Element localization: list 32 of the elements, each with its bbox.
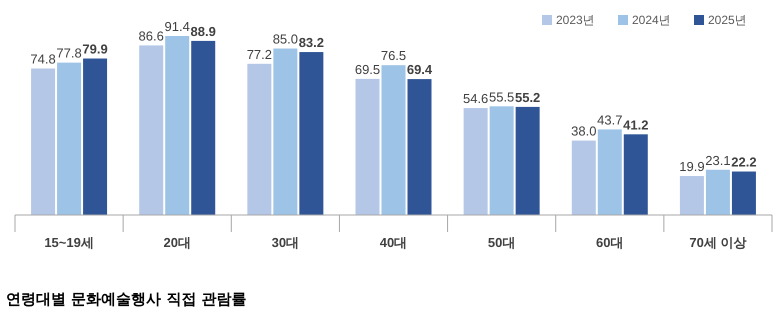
data-label: 85.0 xyxy=(272,32,298,47)
text: 연령대별 문화예술행사 직접 관람률 xyxy=(6,290,247,308)
data-label: 91.4 xyxy=(164,19,190,34)
data-label: 86.6 xyxy=(138,28,164,44)
data-label: 23.1 xyxy=(705,152,731,168)
x-tick-label: 15~19세 xyxy=(44,235,94,250)
x-tick-label: 70세 이상 xyxy=(689,235,746,250)
data-label: 83.2 xyxy=(298,35,324,50)
data-label: 88.9 xyxy=(190,24,216,39)
data-label: 22.2 xyxy=(731,154,757,170)
x-tick-label: 60대 xyxy=(596,235,624,250)
data-label: 74.8 xyxy=(30,52,56,67)
x-tick-label: 50대 xyxy=(488,235,516,250)
data-label: 69.4 xyxy=(406,62,433,78)
data-label: 76.5 xyxy=(380,48,406,64)
legend-label: 2024년 xyxy=(632,13,671,27)
data-label: 54.6 xyxy=(462,91,488,106)
data-label: 79.9 xyxy=(82,42,108,57)
data-label: 19.9 xyxy=(679,159,705,174)
legend-label: 2025년 xyxy=(708,13,747,27)
data-label: 38.0 xyxy=(571,124,596,139)
x-tick-label: 40대 xyxy=(380,235,408,250)
x-tick-label: 20대 xyxy=(163,235,191,250)
data-label: 41.2 xyxy=(623,117,648,132)
data-label: 69.5 xyxy=(354,62,380,77)
data-label: 77.8 xyxy=(56,46,82,61)
data-label: 55.2 xyxy=(514,90,540,105)
data-label: 43.7 xyxy=(597,112,622,128)
data-label: 55.5 xyxy=(488,89,514,104)
x-tick-label: 30대 xyxy=(272,235,300,250)
legend-label: 2023년 xyxy=(556,13,595,27)
data-label: 77.2 xyxy=(246,46,272,62)
